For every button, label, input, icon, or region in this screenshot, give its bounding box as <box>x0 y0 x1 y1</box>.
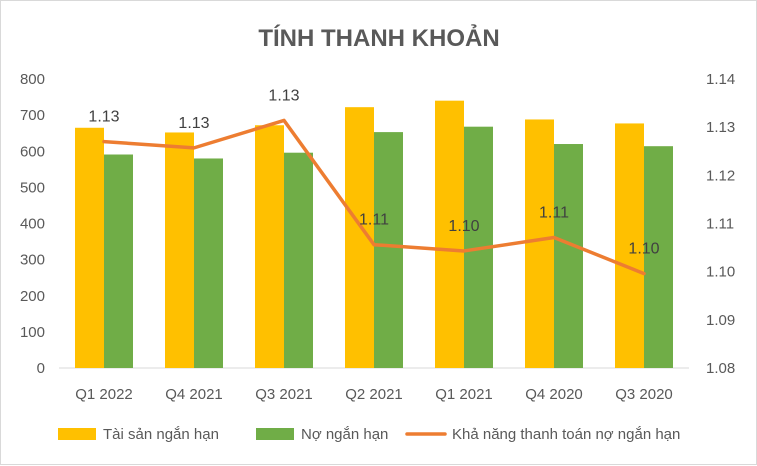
left-axis-tick-label: 300 <box>20 252 45 269</box>
left-axis-tick-label: 700 <box>20 107 45 124</box>
left-axis-tick-label: 0 <box>37 360 45 377</box>
bar-no-ngan-han <box>374 132 403 368</box>
bar-no-ngan-han <box>104 154 133 368</box>
bars <box>75 100 673 369</box>
legend-swatch <box>256 428 294 440</box>
legend-swatch <box>58 428 96 440</box>
category-label: Q1 2021 <box>435 386 493 403</box>
legend: Tài sản ngắn hạn Nợ ngắn hạn Khả năng than… <box>58 426 680 443</box>
bar-tai-san-ngan-han <box>255 125 284 369</box>
bar-no-ngan-han <box>644 146 673 368</box>
legend-label: Khả năng thanh toán nợ ngắn hạn <box>452 426 680 443</box>
ratio-data-label: 1.11 <box>539 204 569 221</box>
right-axis: 1.08 1.09 1.10 1.11 1.12 1.13 1.14 <box>706 71 735 377</box>
right-axis-tick-label: 1.08 <box>706 360 735 377</box>
bar-tai-san-ngan-han <box>165 132 194 368</box>
bar-tai-san-ngan-han <box>435 100 464 369</box>
left-axis-tick-label: 100 <box>20 324 45 341</box>
right-axis-tick-label: 1.12 <box>706 167 735 184</box>
left-axis: 0 100 200 300 400 500 600 700 800 <box>20 71 45 377</box>
ratio-data-label: 1.10 <box>628 241 659 258</box>
bar-tai-san-ngan-han <box>615 123 644 368</box>
ratio-line-series: 1.13 1.13 1.13 1.11 1.10 1.11 1.10 <box>88 87 660 276</box>
left-axis-tick-label: 200 <box>20 288 45 305</box>
legend-label: Tài sản ngắn hạn <box>103 426 219 443</box>
right-axis-tick-label: 1.13 <box>706 119 735 136</box>
left-axis-tick-label: 600 <box>20 143 45 160</box>
category-label: Q2 2021 <box>345 386 403 403</box>
bar-no-ngan-han <box>284 152 313 368</box>
right-axis-tick-label: 1.14 <box>706 71 735 88</box>
category-label: Q3 2020 <box>615 386 673 403</box>
category-label: Q3 2021 <box>255 386 313 403</box>
category-labels: Q1 2022 Q4 2021 Q3 2021 Q2 2021 Q1 2021 Q4 20… <box>75 386 673 403</box>
right-axis-tick-label: 1.11 <box>706 216 734 233</box>
bar-no-ngan-han <box>194 158 223 368</box>
ratio-data-label: 1.10 <box>448 218 479 235</box>
category-label: Q4 2020 <box>525 386 583 403</box>
bar-tai-san-ngan-han <box>75 127 104 368</box>
bar-tai-san-ngan-han <box>525 119 554 369</box>
category-label: Q4 2021 <box>165 386 223 403</box>
ratio-line <box>102 118 646 276</box>
ratio-data-label: 1.11 <box>359 212 389 229</box>
left-axis-tick-label: 800 <box>20 71 45 88</box>
bar-no-ngan-han <box>554 144 583 368</box>
right-axis-tick-label: 1.09 <box>706 312 735 329</box>
left-axis-tick-label: 500 <box>20 179 45 196</box>
legend-item-kha-nang-thanh-toan: Khả năng thanh toán nợ ngắn hạn <box>405 426 680 443</box>
legend-item-tai-san-ngan-han: Tài sản ngắn hạn <box>58 426 219 443</box>
ratio-data-label: 1.13 <box>88 109 119 126</box>
right-axis-tick-label: 1.10 <box>706 264 735 281</box>
legend-item-no-ngan-han: Nợ ngắn hạn <box>256 426 388 443</box>
category-label: Q1 2022 <box>75 386 133 403</box>
ratio-data-label: 1.13 <box>268 87 299 104</box>
ratio-data-label: 1.13 <box>178 115 209 132</box>
chart-title: TÍNH THANH KHOẢN <box>258 23 499 52</box>
left-axis-tick-label: 400 <box>20 216 45 233</box>
legend-label: Nợ ngắn hạn <box>301 426 388 443</box>
